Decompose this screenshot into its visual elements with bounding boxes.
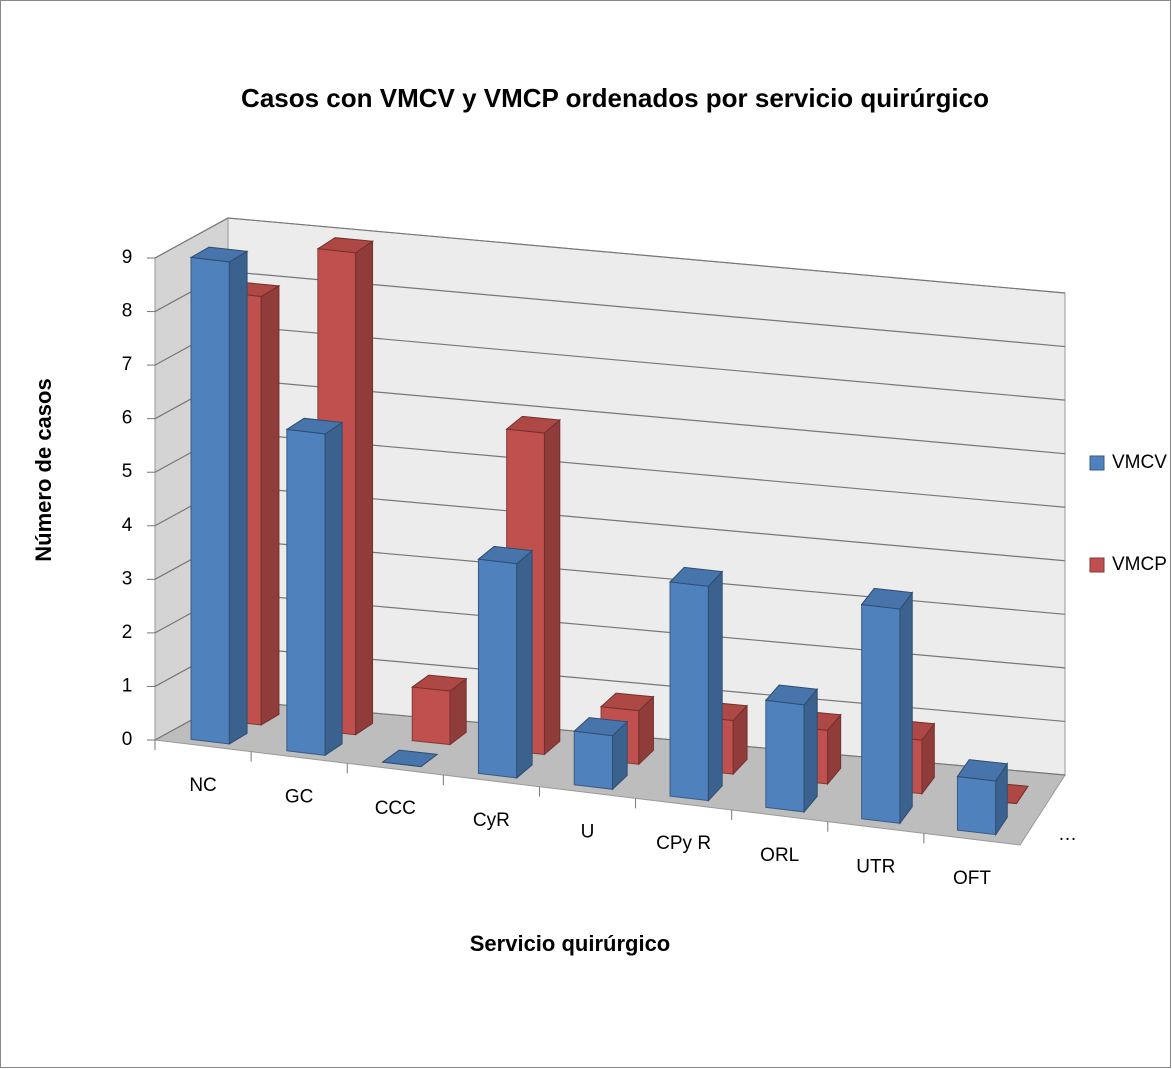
x-tick-label: OFT (953, 868, 991, 889)
legend-label: VMCP (1112, 554, 1167, 575)
y-tick-label: 9 (122, 247, 133, 268)
bar-top (381, 749, 439, 768)
bar-top (410, 674, 468, 692)
y-tick-label: 7 (122, 354, 133, 375)
y-tick-label: 0 (122, 729, 133, 750)
x-tick-label: CCC (375, 798, 416, 819)
bar (956, 759, 1009, 837)
bar-top (860, 587, 914, 610)
legend-swatch (1089, 557, 1105, 573)
bar-front (765, 699, 805, 813)
y-tick-label: 3 (122, 568, 133, 589)
bar-side (260, 284, 280, 726)
bar-top (599, 692, 655, 712)
bar (381, 749, 439, 768)
x-tick-label: CPy R (656, 833, 711, 854)
depth-label: … (1058, 824, 1077, 845)
x-axis-label: Servicio quirúrgico (470, 931, 671, 956)
bar (668, 566, 724, 802)
bar-front (573, 730, 614, 790)
bar-side (803, 687, 818, 814)
bar-top (316, 237, 374, 254)
bar-front (669, 581, 709, 802)
y-tick-label: 2 (122, 622, 133, 643)
bar-top (505, 415, 562, 434)
bar-top (477, 545, 534, 565)
x-tick-label: ORL (760, 845, 799, 866)
bar (477, 545, 534, 780)
y-tick-label: 8 (122, 301, 133, 322)
bar-front (956, 775, 997, 836)
bar-side (228, 250, 248, 745)
y-tick-label: 1 (122, 675, 133, 696)
x-tick-label: GC (285, 787, 314, 808)
bar-top (764, 684, 819, 706)
bar (860, 587, 914, 825)
y-tick-label: 5 (122, 461, 133, 482)
bar-top (956, 759, 1009, 782)
bar-top (573, 717, 629, 737)
bar-side (707, 570, 723, 802)
y-tick-label: 4 (122, 515, 133, 536)
bar-top (285, 417, 344, 435)
x-tick-label: UTR (856, 857, 895, 878)
y-tick-label: 6 (122, 408, 133, 429)
bar-side (899, 591, 913, 825)
bar (410, 674, 468, 746)
bar-front (477, 558, 518, 779)
bar-side (516, 549, 533, 780)
bar (764, 684, 819, 814)
bar-front (411, 686, 451, 746)
legend-swatch (1089, 455, 1105, 471)
bar-side (543, 418, 561, 756)
bar-top (189, 246, 249, 263)
x-tick-label: NC (189, 775, 216, 796)
grid-line (154, 217, 1066, 294)
bar-side (355, 240, 374, 736)
bar-side (324, 421, 343, 757)
bar-front (190, 256, 230, 745)
x-tick-label: U (581, 822, 595, 843)
bar (285, 417, 344, 757)
bar-front (286, 428, 326, 756)
legend-label: VMCV (1112, 452, 1167, 473)
bar-top (668, 566, 724, 587)
bar-front (861, 603, 901, 824)
x-tick-label: CyR (473, 810, 510, 831)
y-axis-label: Número de casos (31, 378, 56, 561)
bar (189, 246, 249, 745)
chart-title: Casos con VMCV y VMCP ordenados por serv… (241, 83, 989, 113)
bar (573, 717, 629, 791)
